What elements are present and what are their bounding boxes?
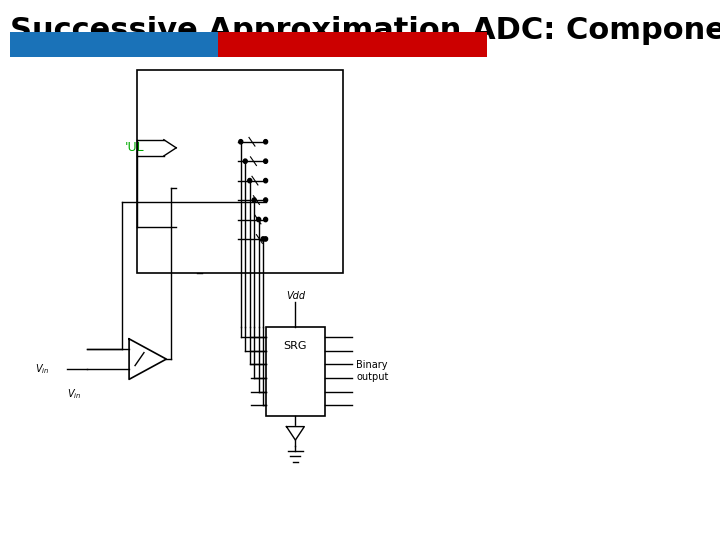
Circle shape: [264, 217, 268, 221]
Circle shape: [243, 159, 247, 163]
Circle shape: [261, 237, 265, 241]
Polygon shape: [287, 427, 305, 440]
Text: $V_{in}$: $V_{in}$: [67, 388, 81, 401]
Text: SRG: SRG: [284, 341, 307, 352]
Text: $V_{in}$: $V_{in}$: [35, 362, 50, 376]
Circle shape: [264, 139, 268, 144]
Text: >/<: >/<: [199, 183, 222, 193]
Polygon shape: [129, 339, 166, 379]
Circle shape: [239, 139, 243, 144]
Text: 'UL: 'UL: [125, 141, 144, 154]
Text: Vdd: Vdd: [289, 83, 309, 93]
Bar: [137, 70, 343, 273]
Circle shape: [264, 237, 268, 241]
Circle shape: [248, 178, 252, 183]
Circle shape: [252, 198, 256, 202]
Text: Binary
output: Binary output: [356, 361, 389, 382]
Bar: [176, 130, 238, 251]
Bar: [266, 327, 325, 416]
Text: Successive Approximation ADC: Components: Successive Approximation ADC: Components: [10, 16, 720, 45]
Text: Vdd: Vdd: [286, 291, 305, 301]
Text: SAR: SAR: [199, 149, 222, 159]
Bar: [218, 32, 487, 57]
Circle shape: [264, 178, 268, 183]
Circle shape: [256, 217, 261, 221]
Text: Done: Done: [196, 219, 225, 230]
Circle shape: [264, 198, 268, 202]
Bar: [10, 32, 218, 57]
Text: Vcd: Vcd: [191, 93, 209, 104]
Bar: [266, 119, 333, 230]
Text: DAC: DAC: [291, 134, 314, 144]
Circle shape: [264, 159, 268, 163]
